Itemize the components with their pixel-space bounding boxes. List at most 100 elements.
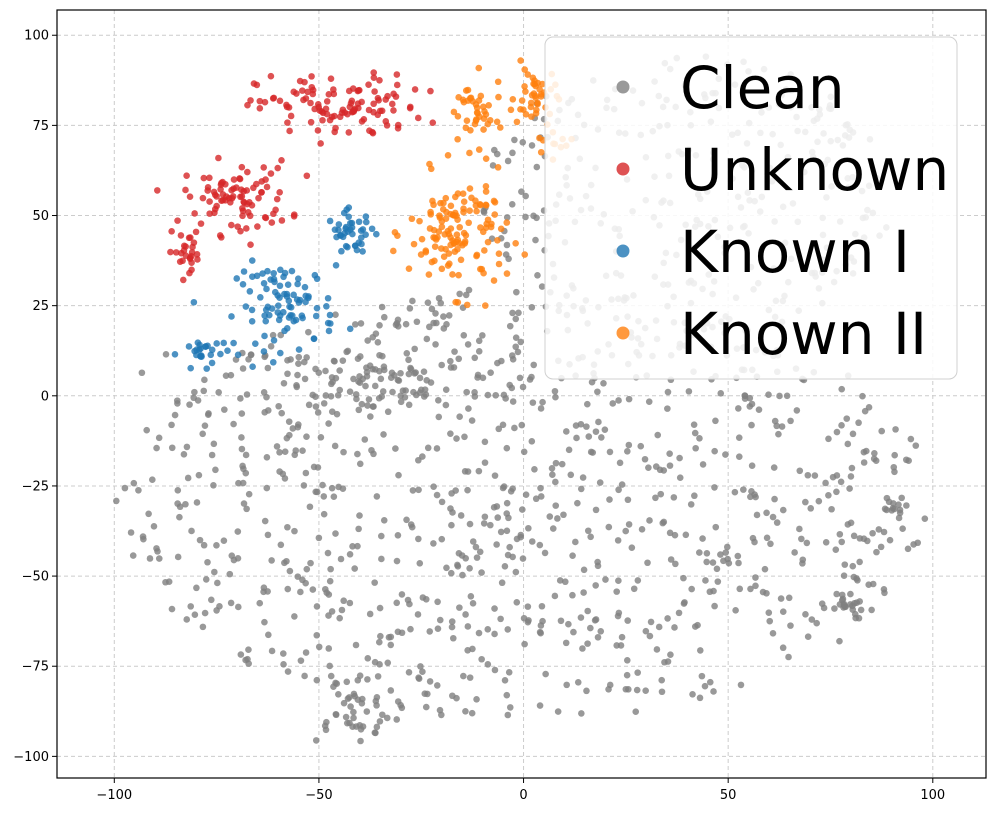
- scatter-point: [242, 303, 250, 310]
- scatter-point: [287, 311, 294, 319]
- scatter-point: [655, 623, 663, 631]
- scatter-point: [440, 253, 448, 260]
- scatter-point: [735, 434, 743, 441]
- scatter-point: [380, 366, 388, 374]
- scatter-point: [609, 400, 617, 407]
- scatter-point: [706, 678, 714, 686]
- legend-marker: [616, 326, 630, 340]
- scatter-point: [503, 499, 511, 507]
- scatter-point: [689, 691, 696, 698]
- scatter-point: [314, 127, 322, 134]
- scatter-point: [434, 598, 441, 606]
- scatter-point: [521, 251, 529, 258]
- scatter-point: [154, 548, 161, 555]
- scatter-point: [574, 678, 582, 686]
- scatter-point: [692, 444, 699, 452]
- scatter-point: [129, 552, 137, 559]
- scatter-point: [315, 534, 323, 542]
- scatter-point: [522, 192, 529, 200]
- scatter-point: [304, 88, 311, 96]
- scatter-point: [426, 225, 434, 232]
- scatter-point: [240, 198, 247, 206]
- scatter-point: [127, 529, 135, 536]
- scatter-point: [269, 331, 277, 339]
- scatter-point: [373, 702, 380, 709]
- scatter-point: [424, 690, 431, 698]
- scatter-point: [552, 478, 559, 486]
- scatter-point: [299, 576, 306, 584]
- x-tick-label: 50: [720, 788, 737, 803]
- scatter-point: [495, 93, 502, 101]
- scatter-point: [735, 405, 742, 412]
- scatter-point: [462, 291, 470, 299]
- scatter-point: [368, 225, 376, 233]
- scatter-point: [284, 281, 292, 289]
- scatter-point: [466, 565, 473, 572]
- scatter-point: [478, 655, 485, 663]
- scatter-point: [332, 374, 340, 382]
- scatter-point: [290, 291, 297, 299]
- scatter-point: [482, 224, 490, 231]
- scatter-point: [691, 623, 699, 630]
- scatter-point: [186, 234, 194, 241]
- scatter-point: [258, 178, 266, 185]
- scatter-point: [255, 194, 262, 202]
- scatter-point: [561, 578, 569, 586]
- scatter-point: [371, 382, 379, 390]
- scatter-point: [261, 517, 269, 525]
- legend-label: Unknown: [680, 136, 949, 204]
- scatter-point: [343, 719, 351, 727]
- scatter-point: [415, 486, 422, 494]
- scatter-point: [237, 227, 244, 235]
- scatter-point: [438, 218, 446, 225]
- scatter-point: [469, 600, 477, 607]
- scatter-point: [283, 434, 291, 442]
- scatter-point: [197, 220, 205, 227]
- scatter-point: [240, 187, 248, 195]
- scatter-point: [375, 638, 383, 646]
- legend-marker: [616, 80, 630, 94]
- scatter-point: [460, 208, 467, 216]
- scatter-point: [676, 474, 684, 482]
- scatter-point: [302, 649, 310, 656]
- scatter-point: [796, 467, 804, 475]
- scatter-point: [857, 606, 865, 614]
- scatter-point: [419, 668, 426, 676]
- scatter-point: [664, 405, 671, 412]
- scatter-point: [799, 560, 806, 567]
- scatter-point: [276, 188, 283, 196]
- scatter-point: [592, 428, 600, 435]
- scatter-point: [246, 288, 254, 295]
- scatter-point: [313, 631, 321, 639]
- series-known-ii: [389, 57, 575, 309]
- scatter-point: [210, 481, 217, 489]
- scatter-point: [185, 343, 193, 350]
- scatter-point: [301, 283, 309, 291]
- scatter-point: [872, 457, 880, 465]
- scatter-point: [364, 655, 372, 662]
- scatter-point: [369, 129, 377, 137]
- scatter-point: [350, 690, 358, 698]
- scatter-point: [359, 248, 366, 255]
- scatter-point: [501, 677, 509, 684]
- scatter-point: [343, 678, 351, 686]
- scatter-point: [860, 459, 868, 466]
- scatter-point: [305, 328, 312, 336]
- scatter-point: [720, 557, 727, 565]
- scatter-point: [462, 707, 469, 715]
- scatter-point: [130, 479, 138, 487]
- scatter-point: [444, 262, 452, 269]
- scatter-point: [323, 98, 331, 105]
- scatter-point: [281, 448, 289, 455]
- scatter-point: [647, 618, 655, 626]
- scatter-point: [497, 615, 504, 623]
- scatter-point: [313, 603, 321, 610]
- scatter-point: [313, 275, 321, 283]
- scatter-point: [536, 86, 543, 93]
- scatter-point: [391, 229, 399, 236]
- scatter-point: [375, 394, 383, 402]
- scatter-point: [331, 128, 338, 136]
- scatter-point: [389, 388, 396, 396]
- scatter-point: [264, 303, 272, 311]
- scatter-point: [552, 502, 560, 509]
